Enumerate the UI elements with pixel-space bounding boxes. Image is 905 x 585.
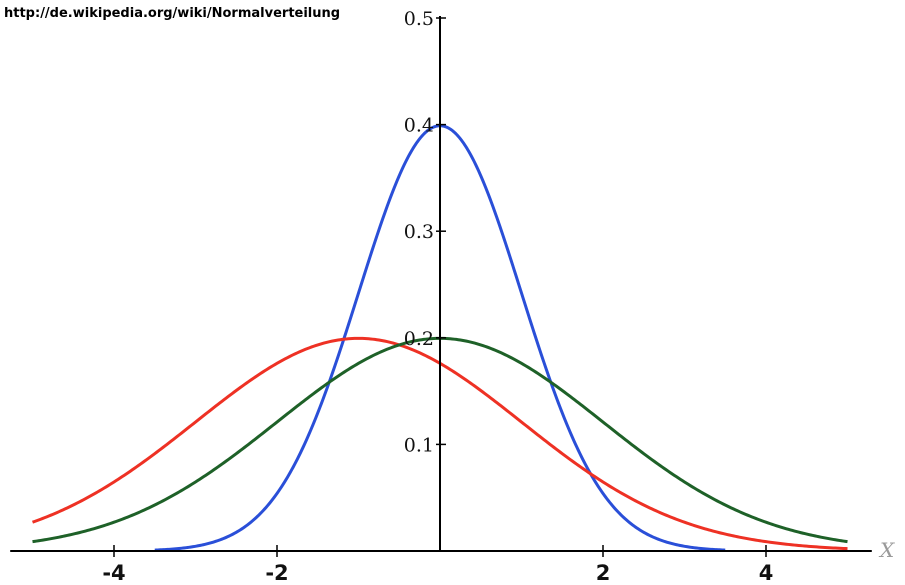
axes-layer (10, 16, 872, 552)
y-tick-label: 0.1 (404, 434, 434, 456)
y-tick-label: 0.5 (404, 8, 434, 30)
x-tick-label: 2 (596, 561, 611, 585)
y-tick-label: 0.4 (404, 115, 434, 137)
x-tick-label: -4 (102, 561, 125, 585)
ticks-layer: -4 -2 2 4 0.1 0.2 0.3 0.4 0.5 X (102, 8, 895, 585)
y-tick-label: 0.3 (404, 221, 434, 243)
x-tick-label: 4 (759, 561, 774, 585)
x-axis-label: X (878, 538, 895, 562)
source-url[interactable]: http://de.wikipedia.org/wiki/Normalverte… (4, 6, 341, 21)
x-tick-label: -2 (265, 561, 288, 585)
y-tick-label: 0.2 (404, 328, 434, 350)
